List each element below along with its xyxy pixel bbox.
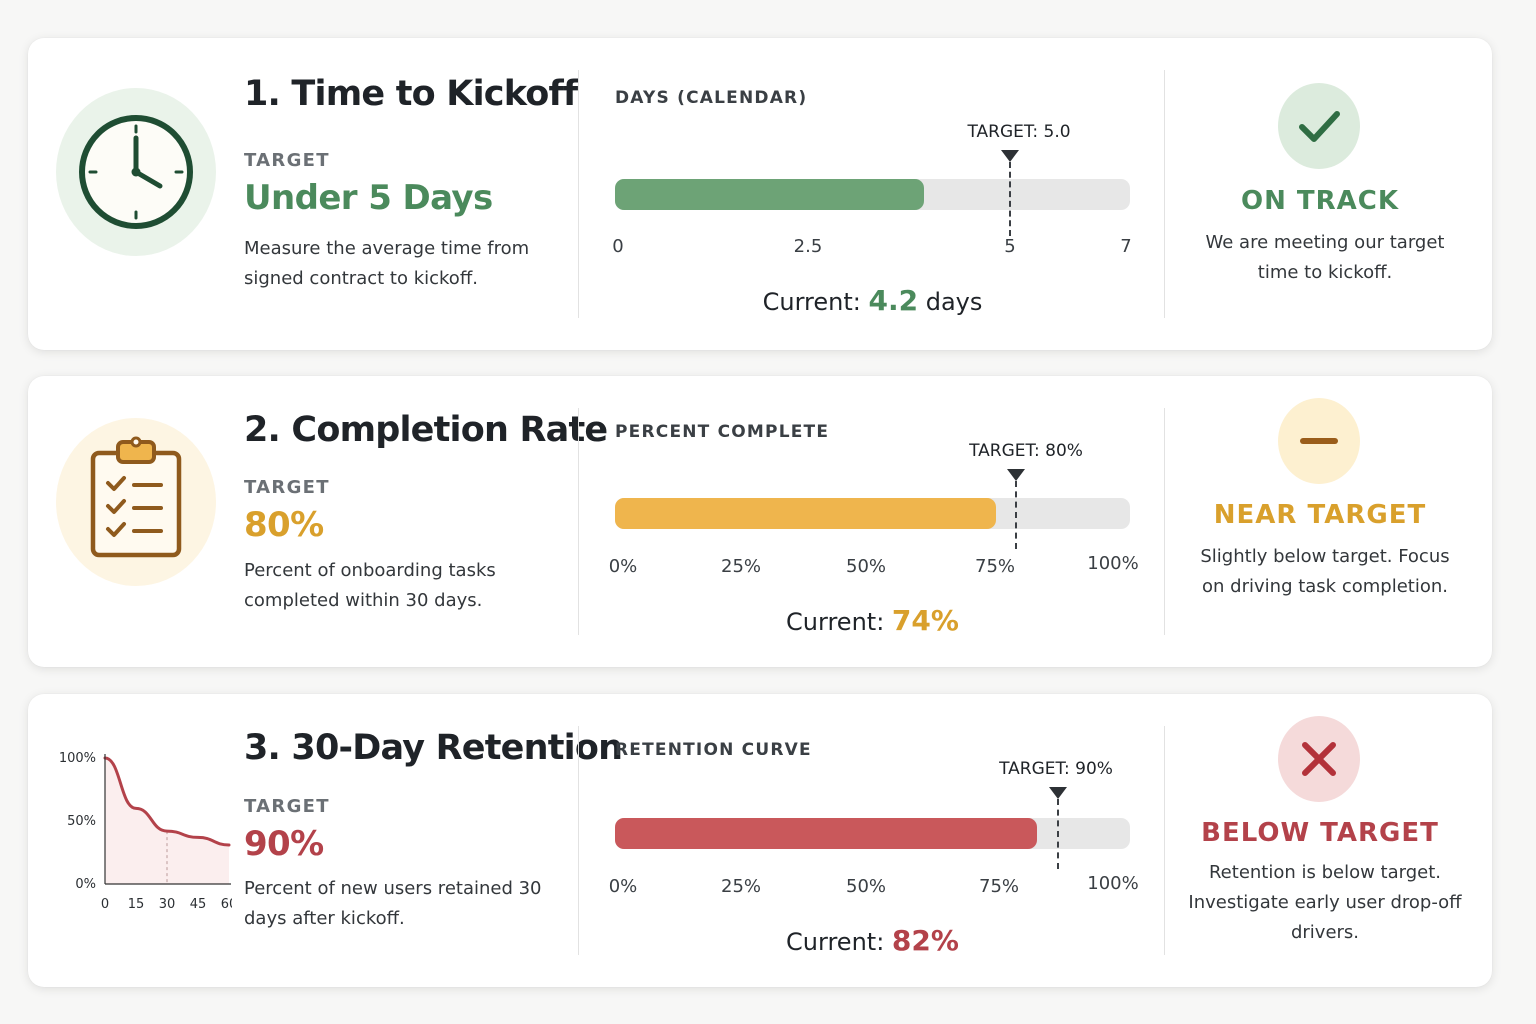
current-prefix: Current: [762, 288, 861, 316]
metric-description: Measure the average time from signed con… [244, 238, 530, 289]
checkmark-icon [1299, 111, 1340, 142]
metric-title: 2. Completion Rate [244, 410, 608, 450]
status-label: ON TRACK [1240, 186, 1400, 216]
progress-bar-track [615, 498, 1130, 529]
current-value: Current: 82% [615, 924, 1130, 957]
axis-tick: 100% [1087, 553, 1139, 574]
status-badge [1278, 716, 1360, 802]
target-label: TARGET [244, 150, 330, 171]
x-tick-label: 30 [159, 897, 176, 912]
divider [1164, 408, 1165, 635]
target-marker-arrow [1001, 150, 1019, 162]
status-description: Slightly below target. Focus on driving … [1200, 546, 1450, 597]
retention-mini-chart: 100% 50% 0% 0 15 30 45 60 [59, 751, 232, 912]
y-tick-label: 50% [67, 814, 96, 829]
metric-card-time-to-kickoff: 1. Time to Kickoff TARGET Under 5 Days M… [28, 38, 1492, 350]
axis-tick: 100% [1087, 873, 1139, 894]
target-marker-label: TARGET: 90% [999, 759, 1113, 779]
x-tick-label: 0 [101, 897, 109, 912]
target-marker-line [1015, 481, 1017, 549]
clipboard-icon-badge [56, 418, 216, 586]
current-prefix: Current: [786, 608, 885, 636]
clock-icon-badge [56, 88, 216, 256]
target-value: 80% [244, 505, 324, 545]
status-description: We are meeting our target time to kickof… [1205, 232, 1445, 283]
axis-tick: 75% [978, 876, 1020, 897]
target-marker-arrow [1007, 469, 1025, 481]
divider [1164, 726, 1165, 955]
y-tick-label: 100% [59, 751, 96, 766]
axis-tick: 7 [1120, 236, 1132, 257]
axis-tick: 25% [720, 876, 762, 897]
current-value: Current: 4.2 days [615, 284, 1130, 317]
axis-tick: 25% [720, 556, 762, 577]
minus-icon [1300, 438, 1338, 444]
status-label: NEAR TARGET [1213, 500, 1427, 530]
status-badge [1278, 398, 1360, 484]
target-marker-label: TARGET: 5.0 [967, 122, 1071, 142]
metric-title: 3. 30-Day Retention [244, 728, 623, 768]
divider [578, 408, 579, 635]
target-marker-arrow [1049, 787, 1067, 799]
metric-card-completion-rate: 2. Completion Rate TARGET 80% Percent of… [28, 376, 1492, 667]
metric-label: RETENTION CURVE [615, 740, 812, 760]
retention-curve [103, 756, 231, 847]
x-tick-label: 60 [221, 897, 232, 912]
progress-bar-track [615, 818, 1130, 849]
y-tick-label: 0% [75, 877, 96, 892]
axis-tick: 50% [845, 876, 887, 897]
progress-bar-fill [615, 818, 1037, 849]
progress-bar-fill [615, 498, 996, 529]
clock-icon [79, 115, 193, 229]
close-x-icon [1302, 742, 1336, 776]
clipboard-checklist-icon [90, 436, 182, 558]
status-description: Retention is below target. Investigate e… [1188, 862, 1462, 943]
axis-tick: 75% [974, 556, 1016, 577]
axis-tick: 5 [1004, 236, 1016, 257]
target-value: 90% [244, 824, 324, 864]
progress-bar-fill [615, 179, 924, 210]
axis-tick: 0% [608, 556, 638, 577]
metric-description: Percent of onboarding tasks completed wi… [244, 560, 496, 611]
current-number: 74% [891, 604, 959, 637]
progress-bar-track [615, 179, 1130, 210]
current-number: 82% [891, 924, 959, 957]
target-marker-label: TARGET: 80% [969, 441, 1083, 461]
status-label: BELOW TARGET [1201, 818, 1439, 848]
divider [1164, 70, 1165, 318]
current-unit: days [925, 288, 983, 316]
divider [578, 70, 579, 318]
axis-tick: 50% [845, 556, 887, 577]
target-label: TARGET [244, 796, 330, 817]
target-value: Under 5 Days [244, 178, 493, 218]
metric-description: Percent of new users retained 30 days af… [244, 878, 542, 929]
current-value: Current: 74% [615, 604, 1130, 637]
current-prefix: Current: [786, 928, 885, 956]
status-badge [1278, 83, 1360, 169]
axis-tick: 2.5 [793, 236, 823, 257]
retention-area [105, 758, 229, 884]
x-tick-label: 15 [128, 897, 145, 912]
x-tick-label: 45 [190, 897, 207, 912]
target-marker-line [1009, 162, 1011, 236]
divider [578, 726, 579, 955]
axis-tick: 0% [608, 876, 638, 897]
metric-label: PERCENT COMPLETE [615, 422, 830, 442]
target-marker-line [1057, 799, 1059, 869]
current-number: 4.2 [868, 284, 919, 317]
axis-tick: 0 [612, 236, 624, 257]
metric-label: DAYS (CALENDAR) [615, 88, 808, 108]
metric-card-30-day-retention: 100% 50% 0% 0 15 30 45 60 3. 30-Day Retention T… [28, 694, 1492, 987]
metric-title: 1. Time to Kickoff [244, 74, 578, 114]
target-label: TARGET [244, 477, 330, 498]
